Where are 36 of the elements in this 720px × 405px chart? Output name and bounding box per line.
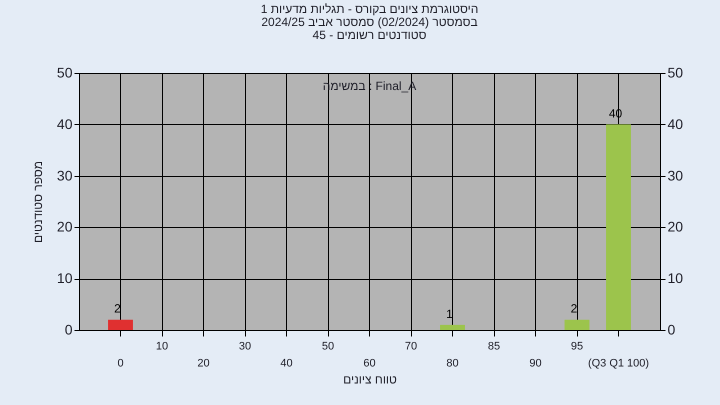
data-label: 1 xyxy=(446,306,454,321)
y2-tick-label: 0 xyxy=(668,322,676,338)
x-tick-label: 95 xyxy=(570,340,584,352)
data-label: 2 xyxy=(114,302,122,316)
x-tick-label: 0 xyxy=(117,358,124,370)
x-tick-label: 20 xyxy=(197,358,210,370)
bar xyxy=(108,320,133,330)
y-tick-label: 20 xyxy=(56,218,73,235)
y-tick-label: 0 xyxy=(64,322,73,338)
y2-tick-label: 50 xyxy=(668,64,684,80)
bar xyxy=(564,320,590,330)
x-tick-label: 80 xyxy=(446,358,459,370)
y2-tick-label: 40 xyxy=(668,116,684,132)
data-label: 2 xyxy=(570,302,578,316)
y2-tick-label: 30 xyxy=(668,167,684,184)
x-tick-label: 70 xyxy=(404,340,418,352)
chart-title: היסטוגרמת ציונים בקורס - תגליות מדעיות 1 xyxy=(260,2,478,16)
y-tick-label: 10 xyxy=(56,270,73,286)
x-tick-label: 60 xyxy=(363,358,376,370)
y2-tick-label: 10 xyxy=(668,270,684,286)
x-tick-label: 50 xyxy=(322,340,334,352)
y-tick-label: 50 xyxy=(56,64,73,80)
y-axis-title: מספר סטודנטים xyxy=(30,160,45,244)
bar xyxy=(440,324,465,330)
x-tick-label: 30 xyxy=(238,340,252,352)
x-tick-label: (Q3 Q1 100) xyxy=(588,358,650,370)
x-tick-label: 85 xyxy=(488,340,500,352)
x-tick-label: 40 xyxy=(280,358,293,370)
bar xyxy=(606,124,631,330)
x-tick-label: 90 xyxy=(529,358,542,370)
x-tick-label: 10 xyxy=(156,340,168,352)
y2-tick-label: 20 xyxy=(668,218,684,235)
x-axis-title: טווח ציונים xyxy=(343,372,398,386)
chart-subtitle: בסמסטר (02/2024) סמסטר אביב 2024/25 סטודנטים רשומים - 45 xyxy=(261,15,478,42)
y-tick-label: 40 xyxy=(56,116,73,132)
y-tick-label: 30 xyxy=(56,167,73,184)
